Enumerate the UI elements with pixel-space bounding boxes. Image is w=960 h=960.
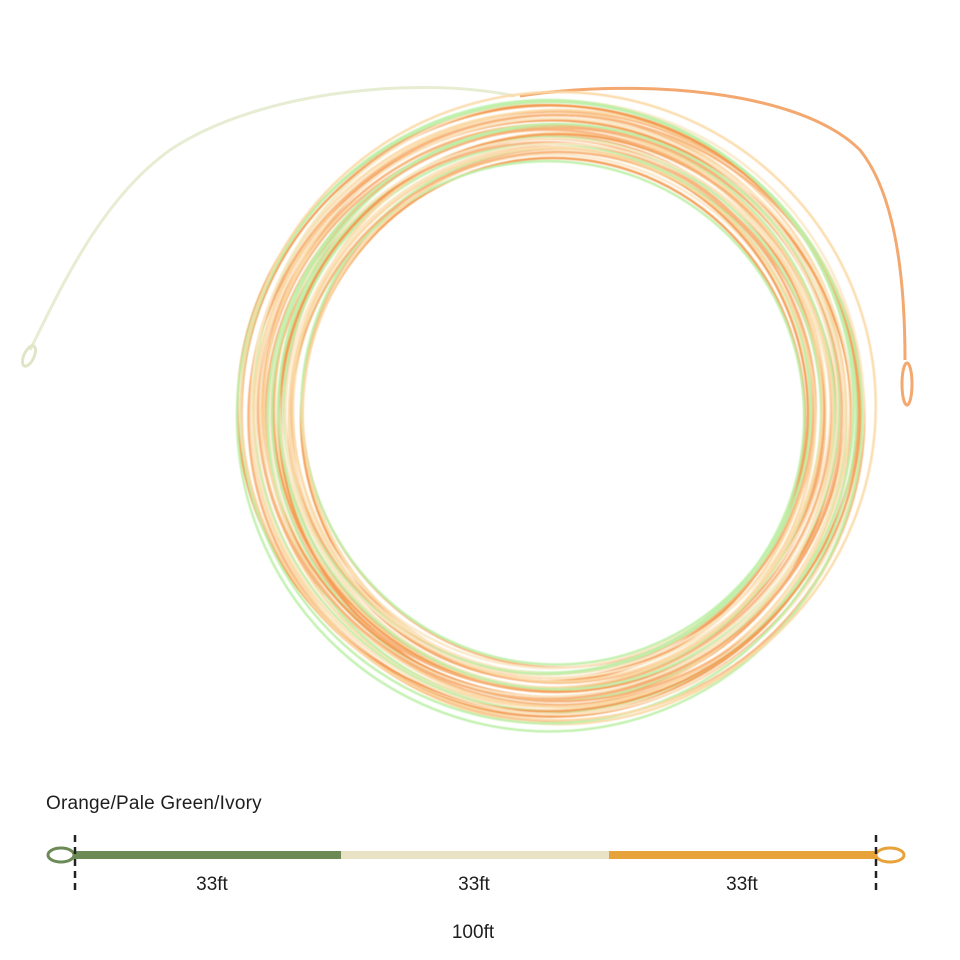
segment-1-length: 33ft (196, 874, 228, 895)
segment-2-length: 33ft (458, 874, 490, 895)
fly-line-coil-photo (21, 86, 914, 733)
color-name-label: Orange/Pale Green/Ivory (46, 793, 262, 814)
segment-bar-1 (73, 851, 341, 859)
right-welded-loop (900, 361, 914, 407)
total-length: 100ft (451, 922, 495, 943)
coil-ring (235, 100, 864, 733)
line-length-diagram (46, 835, 906, 893)
segment-bar-2 (341, 851, 609, 859)
line-tail-left (28, 86, 516, 351)
left-loop-icon (46, 846, 76, 864)
line-coil (235, 90, 877, 733)
left-welded-loop (21, 344, 37, 368)
segment-3-length: 33ft (726, 874, 758, 895)
line-tail-right (519, 86, 907, 361)
coil-ring (239, 90, 877, 722)
right-loop-icon (874, 846, 906, 864)
segment-bar-3 (609, 851, 877, 859)
